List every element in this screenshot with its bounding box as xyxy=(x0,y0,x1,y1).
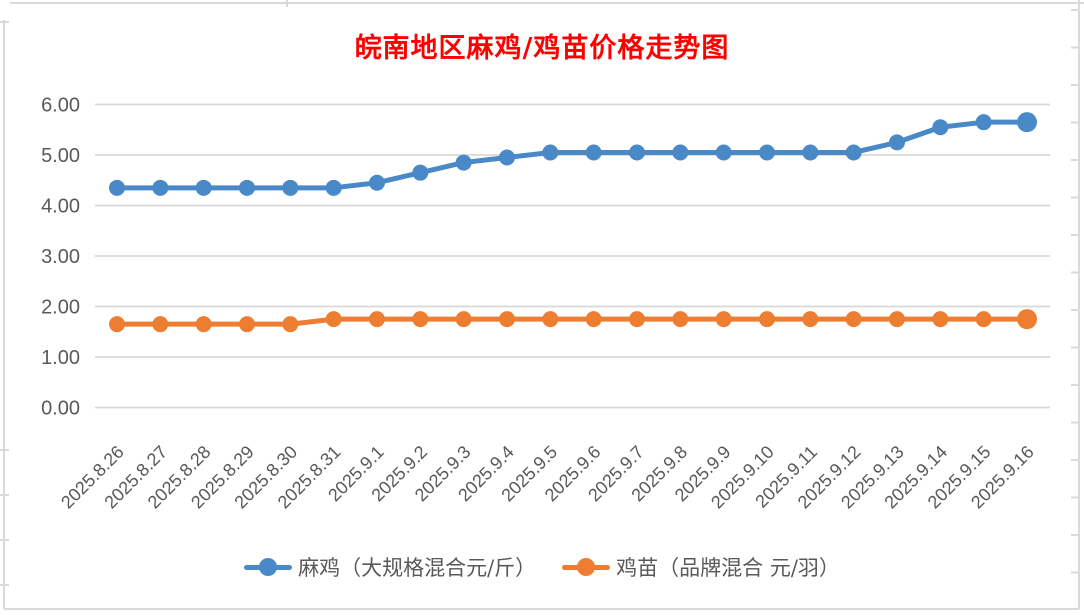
y-axis-tick-label: 3.00 xyxy=(41,246,80,268)
data-point-marker[interactable] xyxy=(889,134,905,151)
legend-label-machicken: 麻鸡（大规格混合元/斤） xyxy=(298,556,537,580)
data-point-marker[interactable] xyxy=(282,179,299,196)
data-point-marker[interactable] xyxy=(239,179,255,196)
data-point-marker[interactable] xyxy=(802,311,819,328)
y-axis-tick-label: 6.00 xyxy=(41,95,80,117)
data-point-marker[interactable] xyxy=(932,311,949,328)
legend-item-chick[interactable]: 鸡苗（品牌混合 元/羽） xyxy=(562,552,840,582)
data-point-marker[interactable] xyxy=(1017,309,1037,330)
data-point-marker[interactable] xyxy=(195,179,212,196)
line-marker-icon xyxy=(244,557,293,577)
y-axis-tick-label: 1.00 xyxy=(41,347,80,369)
data-point-marker[interactable] xyxy=(195,316,212,333)
data-point-marker[interactable] xyxy=(672,311,689,328)
data-point-marker[interactable] xyxy=(499,149,515,166)
data-point-marker[interactable] xyxy=(499,311,515,328)
data-point-marker[interactable] xyxy=(412,164,429,181)
data-point-marker[interactable] xyxy=(975,311,992,328)
data-point-marker[interactable] xyxy=(975,114,992,131)
data-point-marker[interactable] xyxy=(802,144,819,161)
data-point-marker[interactable] xyxy=(715,144,732,161)
line-marker-icon xyxy=(562,557,611,577)
data-point-marker[interactable] xyxy=(889,311,905,328)
data-point-marker[interactable] xyxy=(845,144,862,161)
data-point-marker[interactable] xyxy=(932,119,949,136)
data-point-marker[interactable] xyxy=(325,311,342,328)
data-point-marker[interactable] xyxy=(325,179,342,196)
data-point-marker[interactable] xyxy=(369,174,385,191)
legend-label-chick: 鸡苗（品牌混合 元/羽） xyxy=(616,556,840,580)
data-point-marker[interactable] xyxy=(629,144,645,161)
data-point-marker[interactable] xyxy=(672,144,689,161)
y-axis-tick-label: 5.00 xyxy=(41,145,80,167)
series-line[interactable] xyxy=(114,316,1030,327)
y-axis-tick-label: 4.00 xyxy=(41,196,80,218)
data-point-marker[interactable] xyxy=(412,311,429,328)
data-point-marker[interactable] xyxy=(239,316,255,333)
data-point-marker[interactable] xyxy=(542,144,559,161)
y-axis-tick-label: 2.00 xyxy=(41,297,80,319)
data-point-marker[interactable] xyxy=(585,311,602,328)
data-point-marker[interactable] xyxy=(152,316,169,333)
data-point-marker[interactable] xyxy=(152,179,169,196)
chart-legend: 麻鸡（大规格混合元/斤） 鸡苗（品牌混合 元/羽） xyxy=(0,552,1084,582)
data-point-marker[interactable] xyxy=(1017,112,1037,133)
data-point-marker[interactable] xyxy=(455,311,472,328)
data-point-marker[interactable] xyxy=(542,311,559,328)
data-point-marker[interactable] xyxy=(455,154,472,171)
data-point-marker[interactable] xyxy=(759,311,775,328)
data-point-marker[interactable] xyxy=(109,179,125,196)
y-axis-tick-label: 0.00 xyxy=(41,398,80,420)
data-point-marker[interactable] xyxy=(585,144,602,161)
series-line[interactable] xyxy=(114,119,1030,191)
data-point-marker[interactable] xyxy=(369,311,385,328)
legend-item-machicken[interactable]: 麻鸡（大规格混合元/斤） xyxy=(244,552,536,582)
data-point-marker[interactable] xyxy=(629,311,645,328)
data-point-marker[interactable] xyxy=(109,316,125,333)
data-point-marker[interactable] xyxy=(845,311,862,328)
data-point-marker[interactable] xyxy=(759,144,775,161)
chart-title[interactable]: 皖南地区麻鸡/鸡苗价格走势图 xyxy=(354,33,730,64)
data-point-marker[interactable] xyxy=(282,316,299,333)
data-point-marker[interactable] xyxy=(715,311,732,328)
